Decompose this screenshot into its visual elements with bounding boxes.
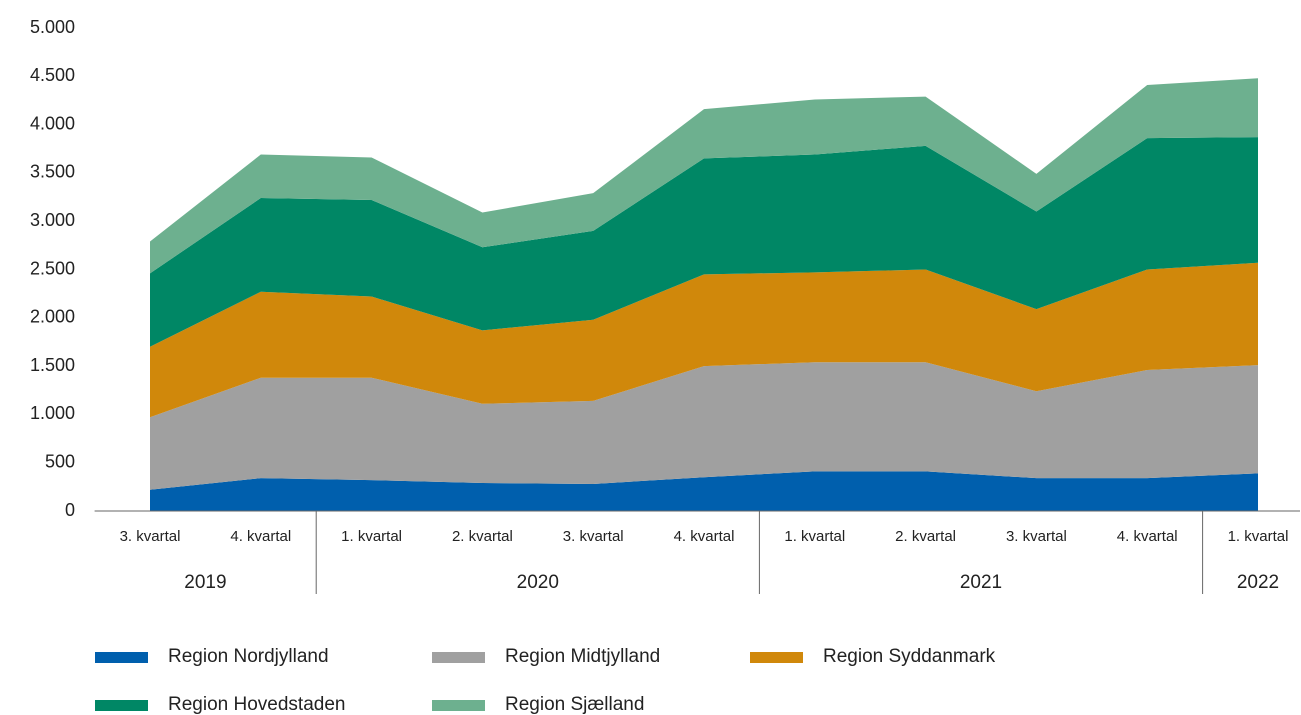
area — [150, 471, 1258, 511]
y-tick-label: 500 — [45, 451, 75, 471]
area — [150, 137, 1258, 347]
year-label: 2021 — [960, 572, 1002, 593]
x-tick-label: 2. kvartal — [895, 528, 956, 545]
legend-label: Region Syddanmark — [823, 646, 996, 667]
y-tick-label: 3.000 — [30, 210, 75, 230]
y-tick-label: 4.000 — [30, 113, 75, 133]
y-tick-label: 5.000 — [30, 17, 75, 37]
x-tick-label: 2. kvartal — [452, 528, 513, 545]
legend-label: Region Hovedstaden — [168, 694, 345, 715]
year-label: 2022 — [1237, 572, 1279, 593]
y-tick-label: 2.000 — [30, 307, 75, 327]
legend-swatch — [750, 652, 803, 663]
y-tick-label: 1.000 — [30, 403, 75, 423]
y-tick-label: 4.500 — [30, 65, 75, 85]
x-tick-label: 4. kvartal — [1117, 528, 1178, 545]
legend-swatch — [432, 700, 485, 711]
x-tick-label: 4. kvartal — [230, 528, 291, 545]
legend-label: Region Sjælland — [505, 694, 644, 715]
x-tick-label: 1. kvartal — [341, 528, 402, 545]
y-tick-label: 3.500 — [30, 162, 75, 182]
area — [150, 78, 1258, 274]
y-tick-label: 0 — [65, 500, 75, 520]
y-tick-label: 2.500 — [30, 258, 75, 278]
x-tick-label: 1. kvartal — [1228, 528, 1289, 545]
x-tick-label: 3. kvartal — [120, 528, 181, 545]
year-label: 2020 — [517, 572, 559, 593]
x-tick-label: 1. kvartal — [784, 528, 845, 545]
area — [150, 262, 1258, 418]
y-tick-label: 1.500 — [30, 355, 75, 375]
legend-label: Region Midtjylland — [505, 646, 660, 667]
x-tick-label: 3. kvartal — [563, 528, 624, 545]
area — [150, 362, 1258, 490]
year-label: 2019 — [184, 572, 226, 593]
x-tick-label: 3. kvartal — [1006, 528, 1067, 545]
legend-swatch — [95, 700, 148, 711]
legend-swatch — [95, 652, 148, 663]
x-tick-label: 4. kvartal — [674, 528, 735, 545]
legend-label: Region Nordjylland — [168, 646, 329, 667]
legend-swatch — [432, 652, 485, 663]
